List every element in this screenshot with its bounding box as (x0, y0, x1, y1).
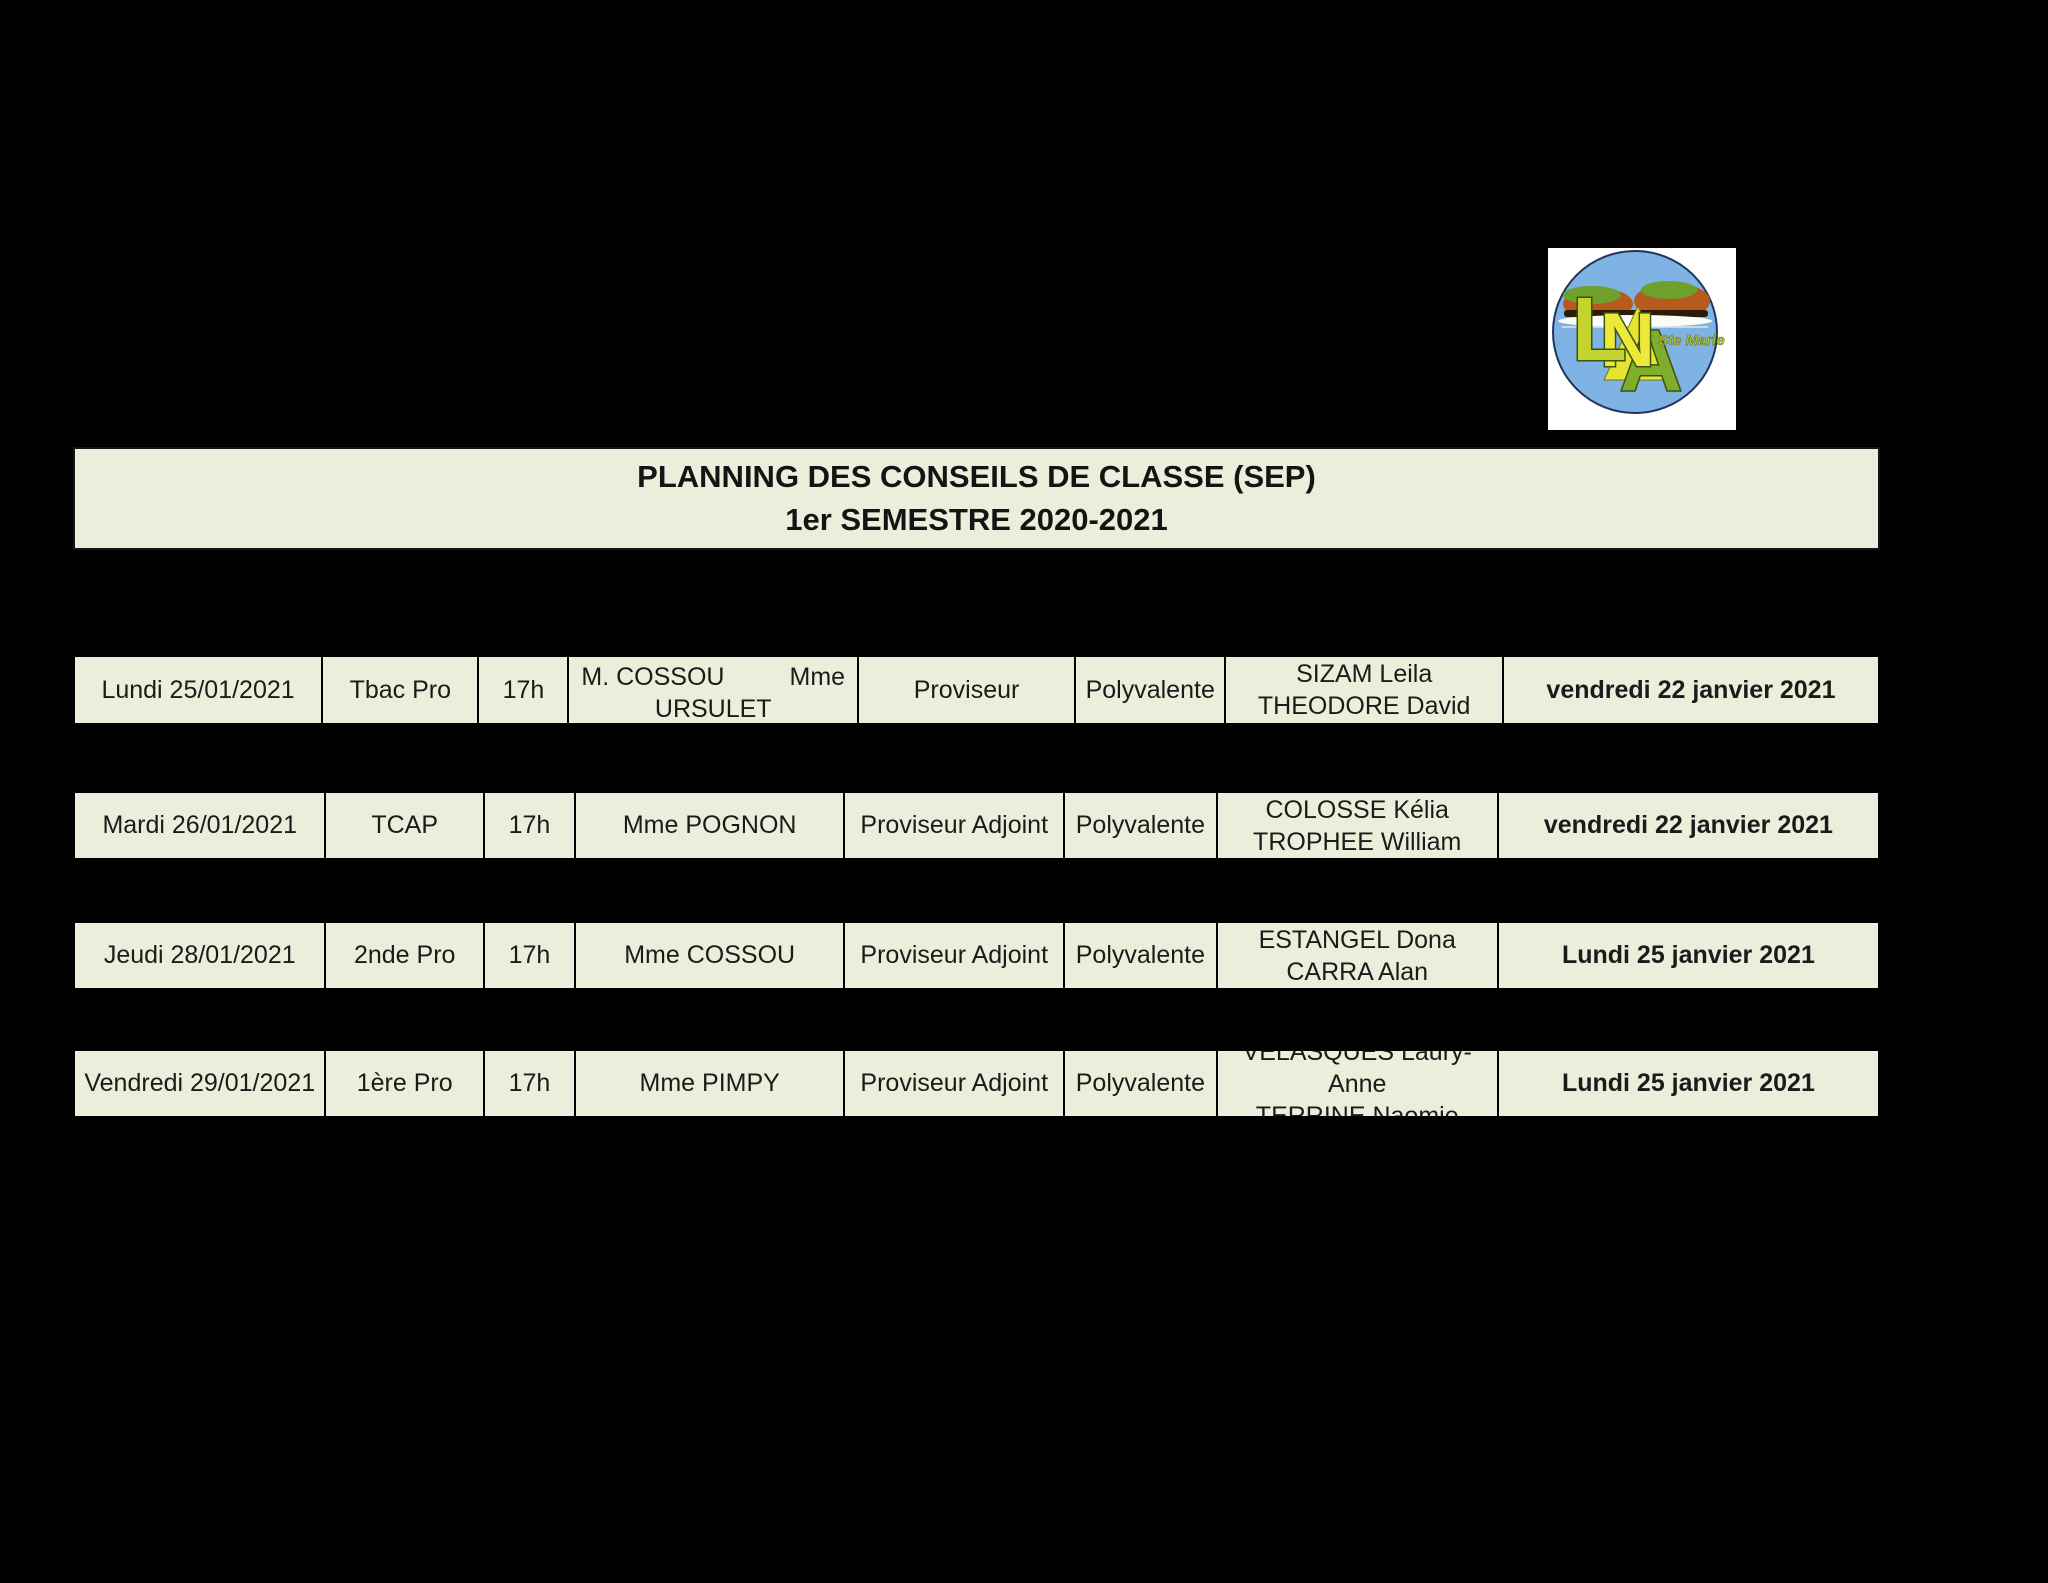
cell-submission-date: vendredi 22 janvier 2021 (1498, 793, 1878, 858)
document-title-line1: PLANNING DES CONSEILS DE CLASSE (SEP) (637, 458, 1316, 494)
cell-function: Proviseur (859, 657, 1074, 723)
cell-date: Mardi 26/01/2021 (75, 793, 325, 858)
cell-function: Proviseur Adjoint (845, 793, 1064, 858)
cell-president: Mme POGNON (576, 793, 844, 858)
cell-room: Polyvalente (1065, 793, 1216, 858)
cell-submission-date: Lundi 25 janvier 2021 (1498, 1051, 1878, 1116)
cell-class: TCAP (326, 793, 483, 858)
cell-class: Tbac Pro (323, 657, 478, 723)
logo-subtitle: Ste Marie (1658, 332, 1725, 349)
president-name-right: Mme (789, 663, 846, 691)
table-row: Lundi 25/01/2021 Tbac Pro 17h M. COSSOU … (73, 655, 1880, 725)
cell-delegates: COLOSSE Kélia TROPHEE William (1217, 793, 1497, 858)
logo-swoosh (1603, 304, 1669, 381)
cell-class: 2nde Pro (326, 923, 483, 988)
president-name-line2: URSULET (654, 695, 772, 723)
title-banner: PLANNING DES CONSEILS DE CLASSE (SEP) 1e… (73, 447, 1880, 550)
delegate-2: TROPHEE William (1253, 827, 1462, 856)
delegate-2: CARRA Alan (1286, 957, 1429, 986)
cell-delegates: VELASQUES Laury-Anne TERRINE Naomie (1217, 1051, 1497, 1117)
delegate-2: THEODORE David (1257, 692, 1471, 720)
cell-time: 17h (484, 923, 575, 988)
cell-time: 17h (484, 793, 575, 858)
delegate-1: ESTANGEL Dona (1258, 925, 1456, 954)
delegate-1: VELASQUES Laury-Anne (1242, 1051, 1472, 1098)
table-row: Vendredi 29/01/2021 1ère Pro 17h Mme PIM… (73, 1049, 1880, 1118)
cell-submission-date: Lundi 25 janvier 2021 (1498, 923, 1878, 988)
table-row: Jeudi 28/01/2021 2nde Pro 17h Mme COSSOU… (73, 921, 1880, 990)
cell-room: Polyvalente (1065, 1051, 1216, 1116)
logo-letter-n: N (1600, 298, 1655, 383)
president-name-left: M. COSSOU (581, 663, 725, 691)
cell-room: Polyvalente (1065, 923, 1216, 988)
logo-letter-a: A (1620, 313, 1682, 409)
cell-president: Mme COSSOU (576, 923, 844, 988)
school-logo: A N L Ste Marie (1548, 248, 1736, 430)
cell-president: Mme PIMPY (576, 1051, 844, 1116)
cell-president: M. COSSOU Mme URSULET (569, 657, 858, 723)
delegate-2: TERRINE Naomie (1255, 1101, 1459, 1117)
cell-time: 17h (479, 657, 568, 723)
cell-submission-date: vendredi 22 janvier 2021 (1503, 657, 1878, 723)
cell-date: Lundi 25/01/2021 (75, 657, 322, 723)
delegate-1: COLOSSE Kélia (1265, 795, 1449, 824)
cell-function: Proviseur Adjoint (845, 923, 1064, 988)
cell-class: 1ère Pro (326, 1051, 483, 1116)
school-logo-graphic: A N L Ste Marie (1552, 250, 1725, 414)
cell-function: Proviseur Adjoint (845, 1051, 1064, 1116)
cell-delegates: SIZAM Leila THEODORE David (1226, 657, 1502, 723)
cell-delegates: ESTANGEL Dona CARRA Alan (1217, 923, 1497, 988)
table-row: Mardi 26/01/2021 TCAP 17h Mme POGNON Pro… (73, 791, 1880, 860)
cell-date: Vendredi 29/01/2021 (75, 1051, 325, 1116)
cell-room: Polyvalente (1075, 657, 1225, 723)
cell-time: 17h (484, 1051, 575, 1116)
logo-letter-l: L (1572, 280, 1627, 380)
delegate-1: SIZAM Leila (1296, 660, 1433, 688)
cell-date: Jeudi 28/01/2021 (75, 923, 325, 988)
document-title-line2: 1er SEMESTRE 2020-2021 (785, 501, 1168, 537)
